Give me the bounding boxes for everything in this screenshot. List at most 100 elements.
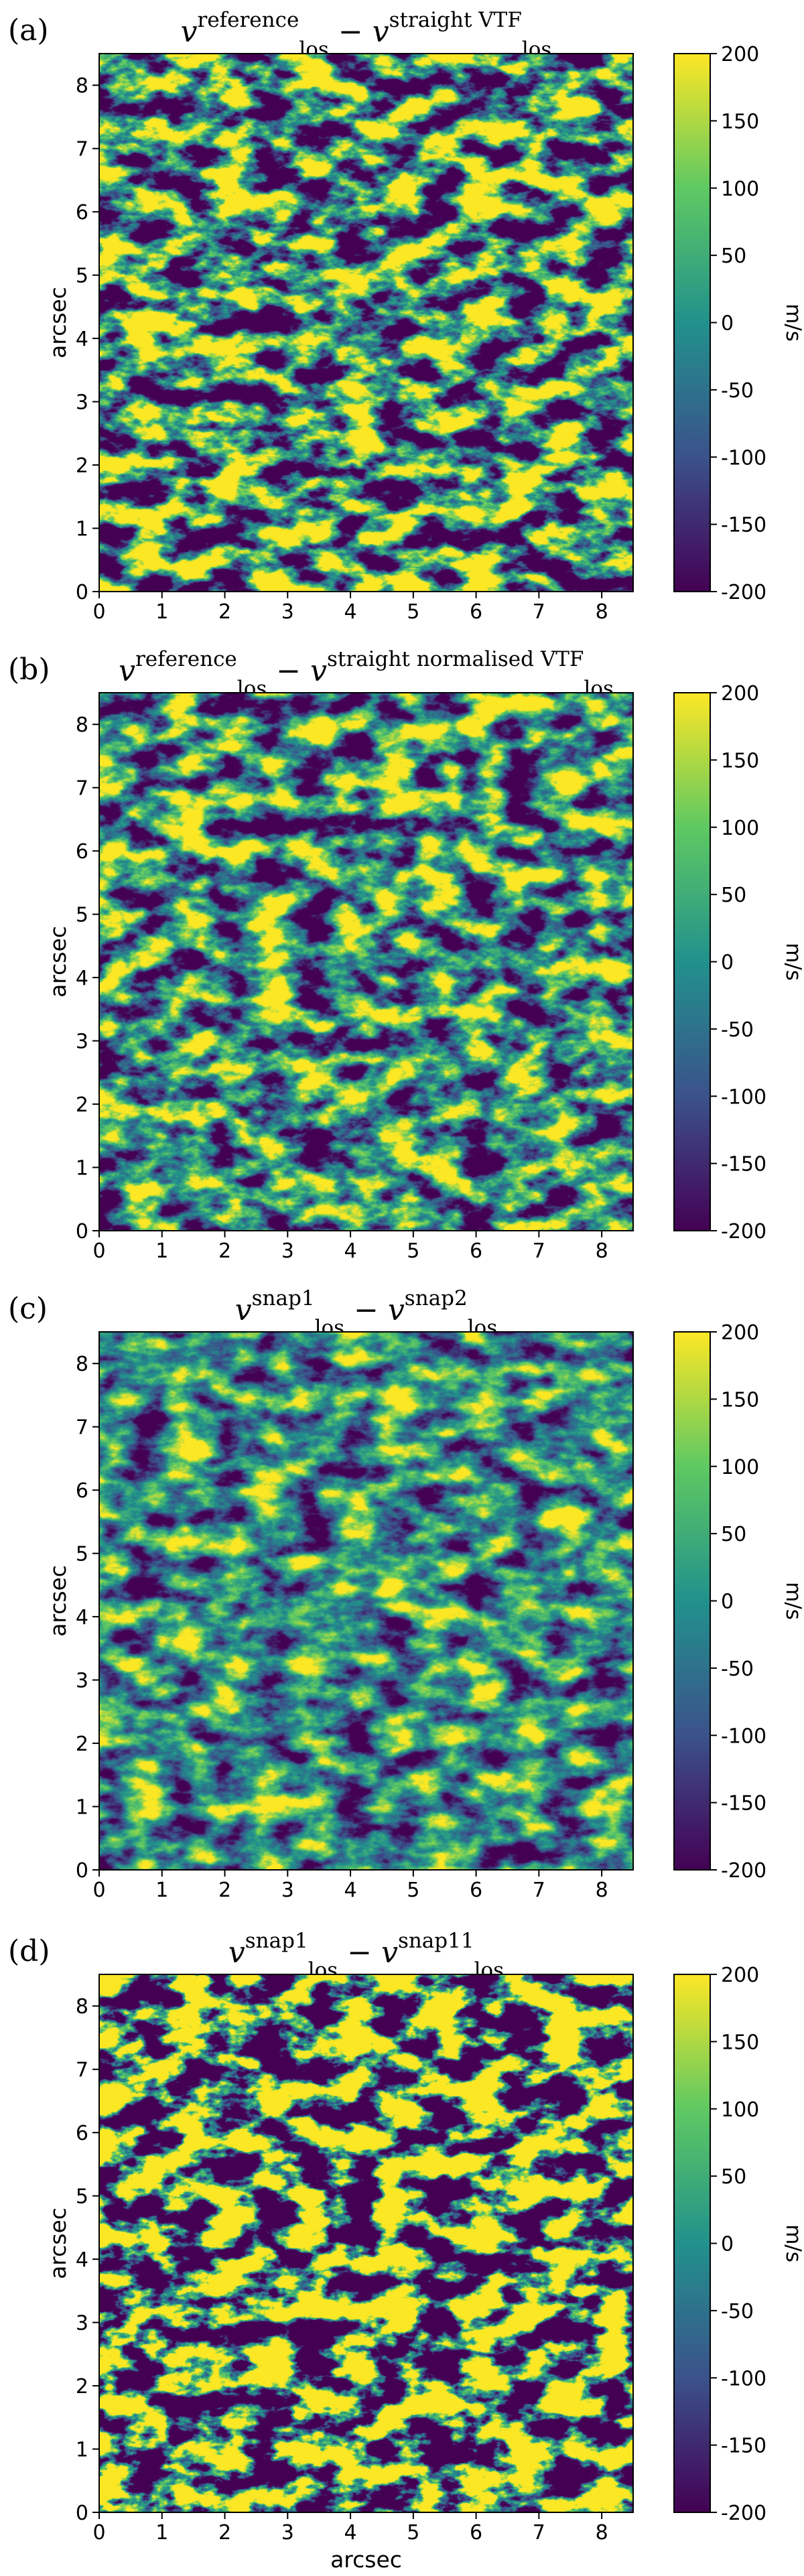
x-tick-label: 6 <box>470 600 482 624</box>
title-right-sup: snap2 <box>405 1286 468 1310</box>
heatmap-field <box>99 693 633 1231</box>
x-tick-label: 5 <box>407 1879 419 1902</box>
colorbar-tick-label: 150 <box>721 2031 759 2054</box>
title-right-sup: straight VTF <box>389 8 522 32</box>
title-left-sup: snap1 <box>245 1929 308 1953</box>
colorbar-tick-label: -150 <box>721 1153 766 1176</box>
colorbar-label: m/s <box>781 303 804 342</box>
y-tick-label: 4 <box>76 328 88 351</box>
panel-letter: (d) <box>8 1934 50 1968</box>
y-tick-label: 8 <box>76 714 88 737</box>
colorbar-tick-label: -100 <box>721 1724 766 1748</box>
title-right-base: v <box>381 1936 398 1970</box>
y-tick-label: 8 <box>76 74 88 98</box>
title-right-base: v <box>373 15 389 49</box>
y-tick-label: 3 <box>76 2312 88 2335</box>
title-left-base: v <box>181 15 198 49</box>
colorbar-tick-label: 50 <box>721 884 746 907</box>
y-tick-label: 0 <box>76 2502 88 2525</box>
colorbar-tick-label: 150 <box>721 749 759 772</box>
y-tick-label: 2 <box>76 1733 88 1756</box>
colorbar-tick-label: 100 <box>721 817 759 840</box>
y-axis-label: arcsec <box>45 926 71 998</box>
colorbar-tick-label: -200 <box>721 1859 766 1883</box>
colorbar-tick-label: -200 <box>721 2502 766 2525</box>
colorbar-label: m/s <box>781 1582 804 1620</box>
y-axis-label: arcsec <box>45 2208 71 2279</box>
y-axis-label: arcsec <box>45 287 71 358</box>
y-tick-label: 1 <box>76 2439 88 2462</box>
y-tick-label: 1 <box>76 1796 88 1820</box>
panel-d: (d) vsnap1los− vsnap11los 0 1 2 3 4 5 6 7 8 0 1 2 3 4 5 6 7… <box>8 1929 804 2573</box>
x-tick-label: 8 <box>596 1239 608 1263</box>
colorbar-tick-label: -50 <box>721 1018 754 1042</box>
x-tick-label: 5 <box>407 600 419 624</box>
title-op: − <box>347 1936 372 1970</box>
y-tick-label: 0 <box>76 1220 88 1243</box>
y-tick-label: 0 <box>76 581 88 604</box>
colorbar-tick-label: -150 <box>721 1792 766 1816</box>
colorbar-tick-label: -50 <box>721 2300 754 2323</box>
colorbar-tick-label: -200 <box>721 581 766 604</box>
y-tick-label: 1 <box>76 518 88 541</box>
title-left-sup: reference <box>198 8 299 32</box>
colorbar-tick-label: 0 <box>721 951 734 975</box>
y-tick-label: 7 <box>76 777 88 801</box>
x-tick-label: 2 <box>218 2521 231 2545</box>
y-tick-label: 5 <box>76 904 88 927</box>
title-op: − <box>354 1293 379 1327</box>
y-tick-label: 8 <box>76 1353 88 1376</box>
x-tick-label: 8 <box>596 1879 608 1902</box>
colorbar <box>673 53 711 592</box>
title-right-base: v <box>388 1293 405 1327</box>
x-axis-label: arcsec <box>330 2547 402 2573</box>
colorbar-tick-label: -100 <box>721 2367 766 2390</box>
y-tick-label: 5 <box>76 1543 88 1566</box>
y-tick-label: 5 <box>76 265 88 288</box>
x-tick-label: 4 <box>344 1239 357 1263</box>
y-tick-label: 8 <box>76 1995 88 2019</box>
panel-a: (a) vreferencelos− vstraight VTFlos 0 1 2 3 4 5 6… <box>8 8 804 624</box>
x-tick-label: 0 <box>92 1879 105 1902</box>
colorbar-tick-label: 200 <box>721 1964 759 1987</box>
colorbar-tick-label: 100 <box>721 178 759 201</box>
title-left-sup: reference <box>135 647 237 671</box>
title-right-sup: snap11 <box>398 1929 474 1953</box>
colorbar-tick-label: 0 <box>721 312 734 336</box>
title-left-base: v <box>235 1293 252 1327</box>
y-tick-label: 7 <box>76 138 88 161</box>
x-tick-label: 2 <box>218 1879 231 1902</box>
y-tick-label: 6 <box>76 840 88 864</box>
colorbar <box>673 1331 711 1871</box>
x-tick-label: 6 <box>470 1879 482 1902</box>
x-tick-label: 7 <box>533 2521 545 2545</box>
x-tick-label: 3 <box>281 1239 294 1263</box>
colorbar-tick-label: 200 <box>721 682 759 705</box>
x-tick-label: 8 <box>596 600 608 624</box>
y-tick-label: 5 <box>76 2185 88 2209</box>
colorbar-tick-label: 50 <box>721 245 746 268</box>
y-axis-label: arcsec <box>45 1565 71 1637</box>
heatmap-field <box>99 1332 633 1870</box>
title-right-sup: straight normalised VTF <box>327 647 584 671</box>
colorbar-tick-label: 0 <box>721 2233 734 2256</box>
x-tick-label: 4 <box>344 600 357 624</box>
x-tick-label: 5 <box>407 1239 419 1263</box>
panel-title: vsnap1los− vsnap11los <box>228 1929 504 1982</box>
colorbar-tick-label: -100 <box>721 446 766 470</box>
x-tick-label: 0 <box>92 2521 105 2545</box>
plot-frame <box>98 1974 634 2513</box>
x-tick-label: 8 <box>596 2521 608 2545</box>
colorbar-tick-label: 200 <box>721 1321 759 1345</box>
x-tick-label: 7 <box>533 1879 545 1902</box>
panel-letter: (a) <box>8 13 49 48</box>
y-tick-label: 6 <box>76 2122 88 2145</box>
plot-frame <box>98 1331 634 1871</box>
colorbar-tick-label: 150 <box>721 110 759 133</box>
colorbar-tick-label: -150 <box>721 2435 766 2458</box>
y-tick-label: 3 <box>76 1670 88 1693</box>
plot-frame <box>98 53 634 592</box>
panel-letter: (b) <box>8 653 50 687</box>
